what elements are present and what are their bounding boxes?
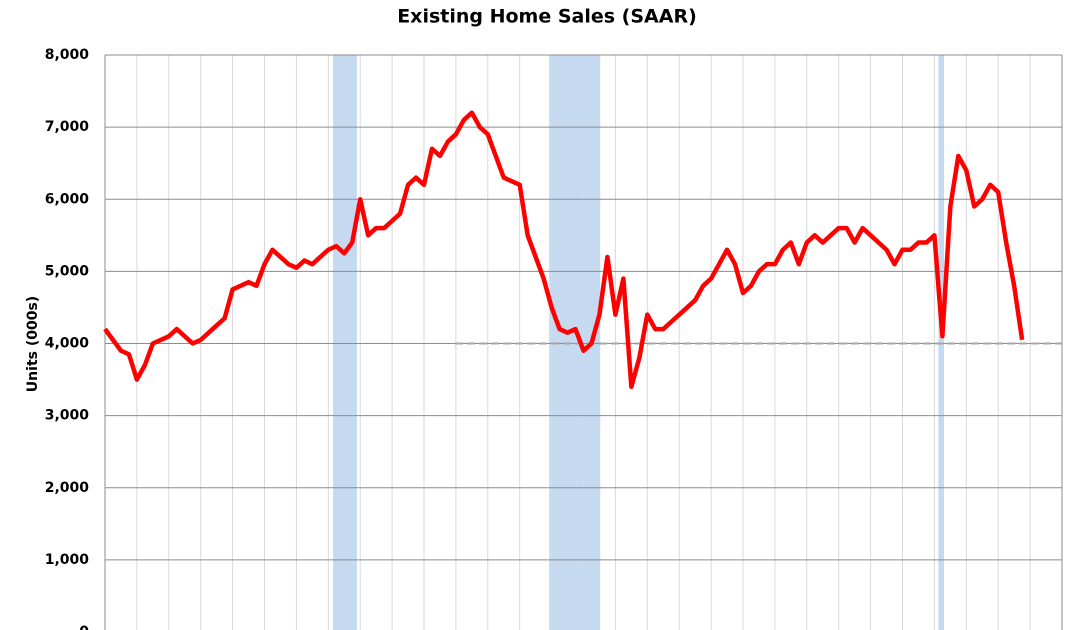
chart-title: Existing Home Sales (SAAR) (397, 6, 697, 28)
series-line (103, 110, 1025, 390)
y-tick-label: 2,000 (45, 480, 90, 496)
recession-band (333, 55, 358, 630)
y-tick-label: 5,000 (45, 263, 90, 279)
y-tick-label: 0 (79, 624, 89, 630)
y-tick-label: 1,000 (45, 552, 90, 568)
y-tick-label: 4,000 (45, 336, 90, 352)
y-tick-label: 6,000 (45, 191, 90, 207)
y-tick-label: 7,000 (45, 119, 90, 135)
y-tick-label: 3,000 (45, 408, 90, 424)
y-tick-label: 8,000 (45, 47, 90, 63)
y-axis-label: Units (000s) (25, 296, 41, 392)
